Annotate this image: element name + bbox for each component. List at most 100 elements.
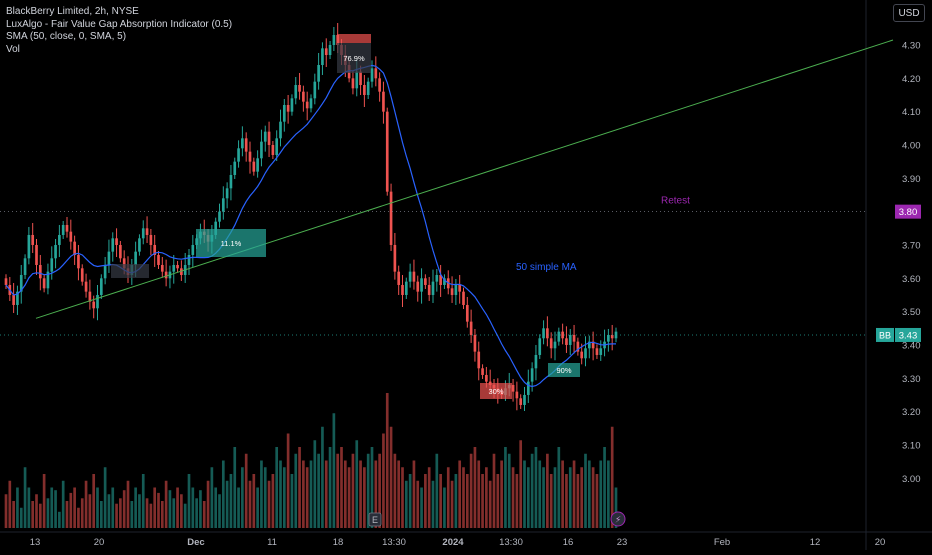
volume-bar — [420, 487, 423, 528]
chart-legend: BlackBerry Limited, 2h, NYSE LuxAlgo - F… — [6, 6, 232, 56]
candle-body — [424, 278, 427, 285]
candle-body — [23, 258, 27, 275]
volume-bar — [507, 453, 511, 528]
candle-body — [80, 268, 84, 282]
volume-bar — [603, 447, 606, 528]
candle-body — [321, 48, 324, 65]
time-tick-label: 13:30 — [382, 537, 406, 548]
candle-body — [473, 334, 477, 352]
volume-bar — [46, 498, 50, 528]
candle-body — [431, 281, 435, 295]
candle-body — [363, 84, 366, 95]
candle-body — [50, 258, 54, 272]
legend-indicator-fvg[interactable]: LuxAlgo - Fair Value Gap Absorption Indi… — [6, 18, 233, 30]
legend-indicator-sma[interactable]: SMA (50, close, 0, SMA, 5) — [6, 31, 127, 42]
candle-body — [553, 341, 557, 349]
volume-bar — [488, 480, 492, 528]
candle-body — [378, 78, 381, 92]
candle-body — [176, 264, 179, 269]
legend-indicator-vol[interactable]: Vol — [6, 43, 20, 55]
candle-body — [332, 35, 336, 45]
volume-bar — [389, 426, 393, 528]
candle-body — [19, 274, 23, 292]
sma-annotation: 50 simple MA — [516, 262, 577, 273]
candle-body — [134, 251, 137, 265]
price-tick-label: 4.20 — [902, 74, 921, 85]
volume-bar — [309, 460, 313, 528]
candle-body — [298, 84, 301, 92]
volume-bar — [557, 447, 561, 528]
candle-body — [141, 228, 145, 239]
candle-body — [542, 328, 545, 339]
candle-body — [366, 81, 370, 95]
legend-symbol[interactable]: BlackBerry Limited, 2h, NYSE — [6, 6, 139, 17]
candle-body — [526, 381, 530, 395]
volume-bar — [538, 460, 542, 528]
candle-body — [385, 111, 389, 192]
volume-bar — [8, 480, 12, 528]
volume-bar — [496, 474, 500, 528]
candle-body — [103, 264, 107, 279]
volume-bar — [229, 474, 233, 528]
candle-body — [233, 161, 237, 175]
fvg-label: 11.1% — [221, 239, 242, 248]
price-tick-label: 4.10 — [902, 107, 921, 118]
volume-bar — [363, 467, 366, 528]
candle-body — [393, 244, 397, 272]
candle-body — [469, 321, 473, 335]
volume-bar — [324, 460, 328, 528]
volume-bar — [519, 440, 523, 528]
volume-bar — [397, 460, 401, 528]
candle-body — [416, 281, 420, 292]
candle-body — [187, 254, 191, 265]
candle-body — [38, 264, 42, 279]
candle-body — [145, 228, 149, 235]
volume-bar — [595, 474, 599, 528]
candle-body — [370, 68, 374, 82]
volume-bar — [187, 474, 191, 528]
candle-body — [153, 244, 157, 255]
earnings-marker[interactable] — [368, 512, 382, 527]
volume-bar — [465, 474, 469, 528]
volume-bar — [378, 453, 381, 528]
lightning-event-icon[interactable] — [610, 511, 626, 527]
candle-body — [111, 238, 115, 252]
volume-bar — [252, 474, 256, 528]
volume-bar — [134, 487, 137, 528]
volume-group — [4, 393, 618, 528]
volume-bar — [504, 447, 507, 528]
price-tick-label: 3.40 — [902, 340, 921, 351]
volume-bar — [267, 480, 271, 528]
candle-body — [248, 151, 252, 162]
time-tick-label: 23 — [617, 537, 628, 548]
volume-bar — [195, 498, 198, 528]
volume-bar — [96, 487, 99, 528]
retest-price-badge — [895, 204, 921, 219]
volume-bar — [565, 474, 568, 528]
volume-bar — [469, 453, 473, 528]
volume-bar — [572, 460, 576, 528]
fvg-box — [196, 229, 266, 257]
candle-body — [61, 224, 65, 235]
candle-body — [610, 334, 614, 339]
candle-body — [587, 341, 591, 349]
volume-bar — [446, 467, 450, 528]
candle-body — [607, 334, 610, 342]
volume-bar — [359, 460, 362, 528]
candle-body — [138, 238, 141, 252]
candle-body — [42, 278, 46, 289]
volume-bar — [450, 480, 454, 528]
volume-bar — [126, 480, 130, 528]
volume-bar — [130, 501, 134, 528]
volume-bar — [248, 480, 252, 528]
time-tick-label: 20 — [875, 537, 886, 548]
candle-body — [180, 268, 183, 275]
candle-body — [275, 138, 279, 155]
last-price-label: 3.43 — [899, 330, 918, 341]
volume-bar — [73, 487, 76, 528]
candle-body — [214, 221, 218, 235]
volume-bar — [591, 467, 595, 528]
currency-button[interactable]: USD — [893, 4, 925, 22]
